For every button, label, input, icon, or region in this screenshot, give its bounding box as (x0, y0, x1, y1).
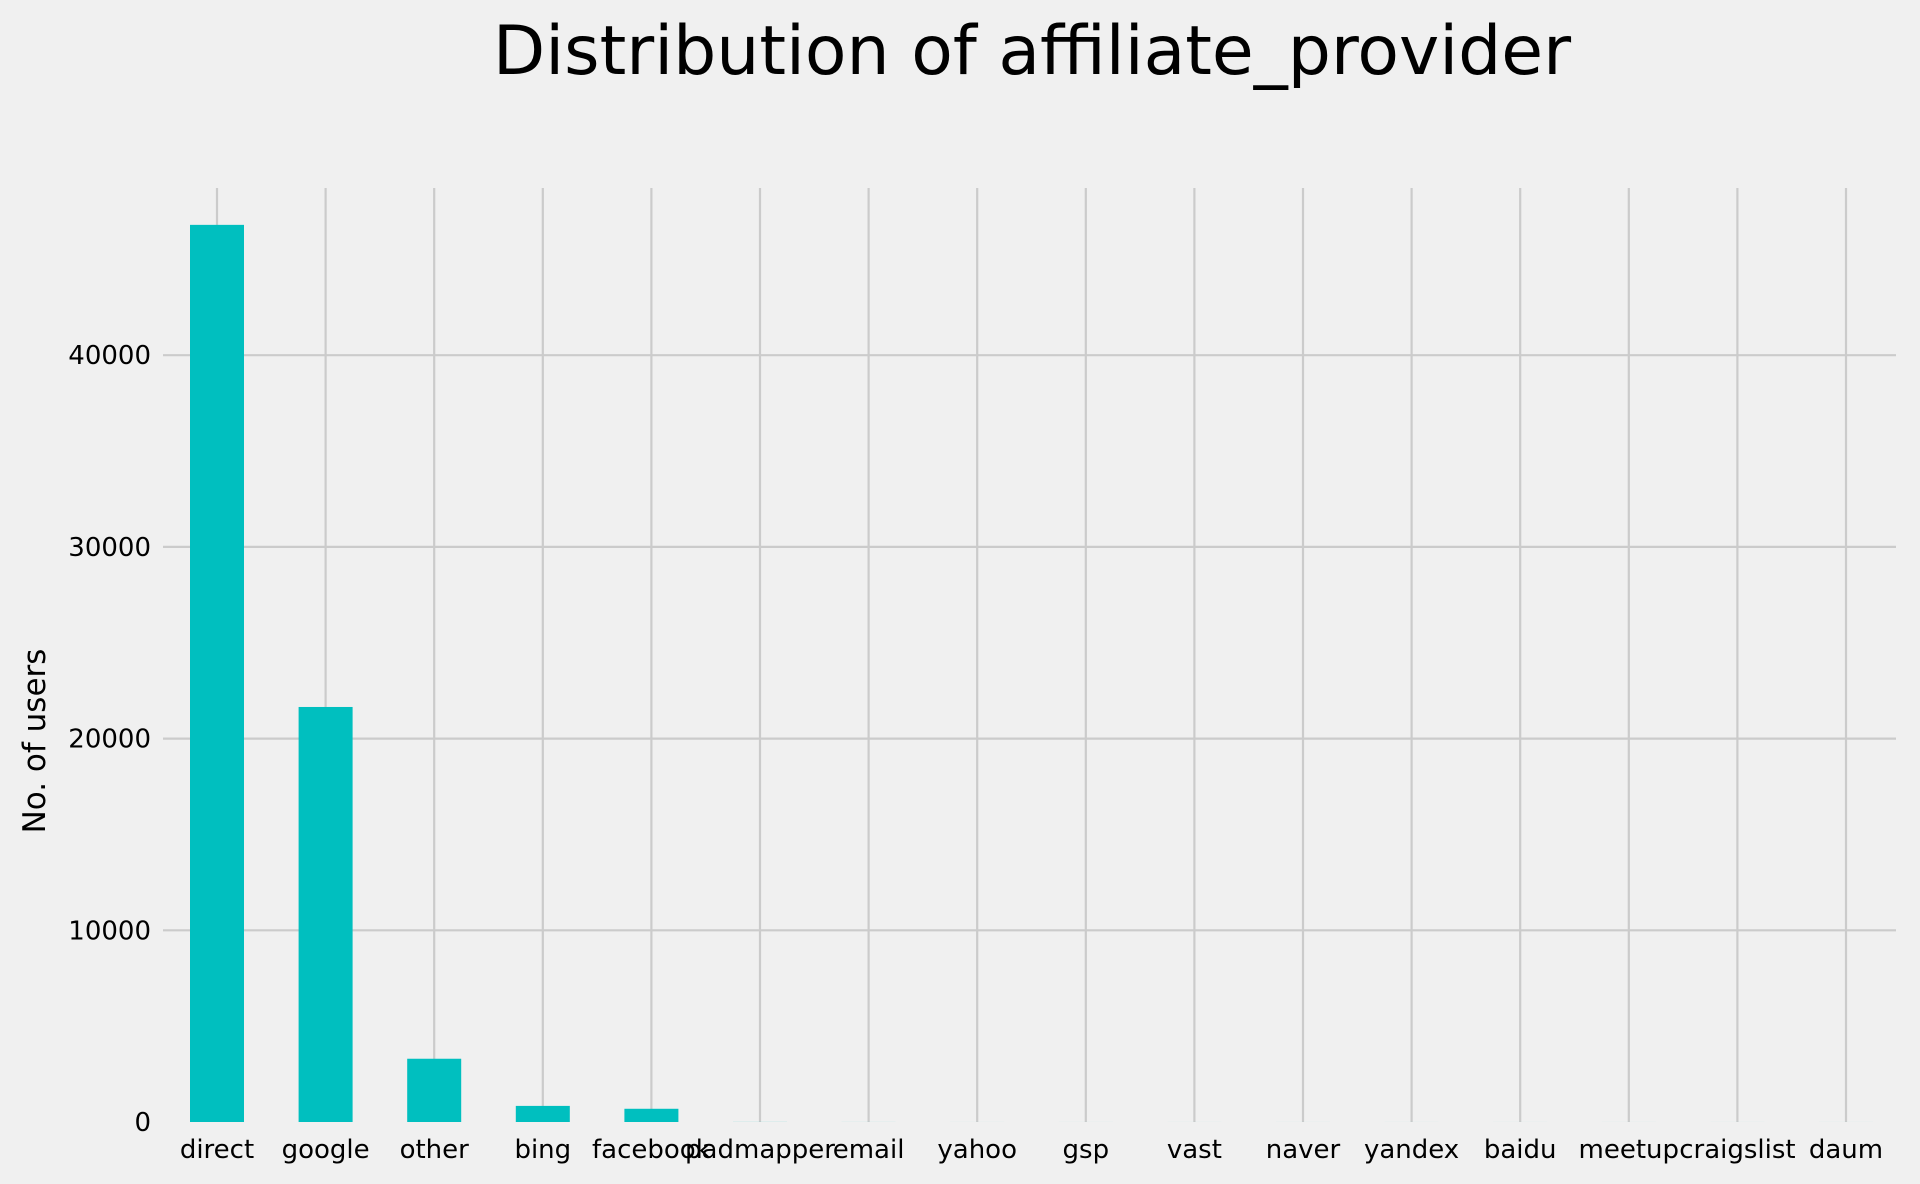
chart-title: Distribution of affiliate_provider (493, 12, 1571, 91)
bar-google (298, 706, 353, 1122)
y-tick-label: 0 (134, 1108, 151, 1138)
x-tick-label-craigslist: craigslist (1679, 1135, 1795, 1165)
x-tick-label-meetup: meetup (1579, 1135, 1680, 1165)
x-tick-label-vast: vast (1167, 1135, 1222, 1165)
x-tick-label-padmapper: padmapper (685, 1135, 835, 1165)
x-tick-label-yandex: yandex (1364, 1135, 1459, 1165)
x-tick-label-daum: daum (1809, 1135, 1883, 1165)
x-tick-labels: direct google other bing facebookpadmapperem… (180, 1135, 1883, 1165)
x-tick-label-direct: direct (180, 1135, 254, 1165)
x-tick-label-email: email (833, 1135, 905, 1165)
x-tick-label-facebook: facebook (592, 1135, 711, 1165)
bars (190, 224, 1873, 1122)
y-tick-label: 30000 (68, 533, 151, 563)
y-axis-label: No. of users (17, 649, 53, 834)
x-tick-label-google: google (282, 1135, 370, 1165)
x-tick-label-baidu: baidu (1484, 1135, 1557, 1165)
grid (163, 188, 1896, 1122)
y-tick-labels: 0 10000 20000 30000 40000 (68, 341, 151, 1138)
x-tick-label-gsp: gsp (1063, 1135, 1110, 1165)
bar-other (407, 1058, 462, 1122)
bar-direct (190, 224, 244, 1122)
y-tick-label: 10000 (68, 916, 151, 946)
y-tick-label: 40000 (68, 341, 151, 371)
y-tick-label: 20000 (68, 725, 151, 755)
x-tick-label-yahoo: yahoo (937, 1135, 1017, 1165)
bar-facebook (624, 1108, 679, 1122)
bar-bing (515, 1105, 570, 1122)
x-tick-label-other: other (400, 1135, 470, 1165)
x-tick-label-bing: bing (514, 1135, 571, 1165)
x-tick-label-naver: naver (1266, 1135, 1341, 1165)
